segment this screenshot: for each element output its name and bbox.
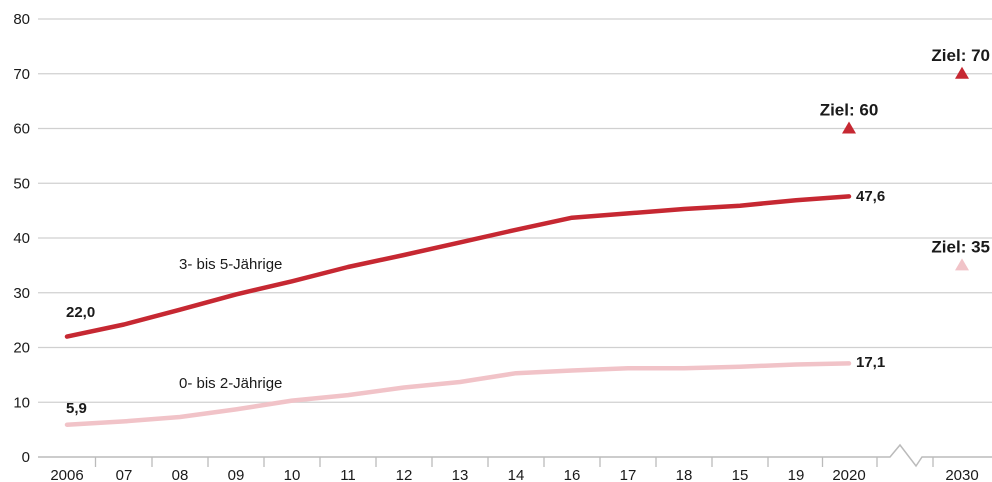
x-tick-label: 2006 (50, 467, 83, 482)
target-label: Ziel: 60 (820, 101, 879, 120)
x-tick-label: 14 (508, 467, 525, 482)
x-tick-label: 17 (620, 467, 637, 482)
x-tick-label: 2020 (832, 467, 865, 482)
y-axis-ticks: 0 10 20 30 40 50 60 70 80 (13, 11, 30, 466)
target-marker (955, 258, 969, 271)
y-tick-label: 60 (13, 121, 30, 138)
x-tick-label: 10 (284, 467, 301, 482)
gridlines (38, 18, 992, 403)
x-tick-label: 07 (116, 467, 133, 482)
axis-break-mark (880, 443, 930, 468)
y-tick-label: 30 (13, 285, 30, 302)
target-label: Ziel: 70 (931, 46, 990, 65)
x-tick-label: 16 (564, 467, 581, 482)
y-tick-label: 20 (13, 340, 30, 357)
y-tick-label: 80 (13, 11, 30, 28)
x-tick-label: 12 (396, 467, 413, 482)
y-tick-label: 0 (22, 449, 30, 466)
x-tick-label: 15 (732, 467, 749, 482)
target-marker (955, 66, 969, 79)
series-lines (64, 194, 852, 427)
series-line-3-5 (64, 194, 852, 339)
data-label-end: 47,6 (856, 188, 885, 205)
target-label: Ziel: 35 (931, 237, 990, 256)
series-line-0-2 (64, 361, 852, 427)
data-label-end: 17,1 (856, 354, 885, 371)
y-tick-label: 50 (13, 175, 30, 192)
data-labels: 3- bis 5-Jährige 0- bis 2-Jährige 22,0 47,6… (66, 188, 885, 417)
series-label-0-2: 0- bis 2-Jährige (179, 375, 282, 392)
x-tick-label: 19 (788, 467, 805, 482)
x-axis: 2006 07 08 09 10 11 12 13 14 16 17 18 15 19 2020 2030 (38, 443, 992, 482)
x-tick-label: 18 (676, 467, 693, 482)
y-tick-label: 40 (13, 230, 30, 247)
data-label-start: 22,0 (66, 304, 95, 321)
data-label-start: 5,9 (66, 400, 87, 417)
x-tick-label: 08 (172, 467, 189, 482)
x-tick-label: 09 (228, 467, 245, 482)
target-marker (842, 121, 856, 134)
target-markers: Ziel: 60 Ziel: 70 Ziel: 35 (820, 46, 990, 271)
x-tick-label: 2030 (945, 467, 978, 482)
y-tick-label: 70 (13, 66, 30, 83)
x-tick-label: 11 (340, 467, 356, 482)
y-tick-label: 10 (13, 394, 30, 411)
series-label-3-5: 3- bis 5-Jährige (179, 256, 282, 273)
x-tick-label: 13 (452, 467, 469, 482)
